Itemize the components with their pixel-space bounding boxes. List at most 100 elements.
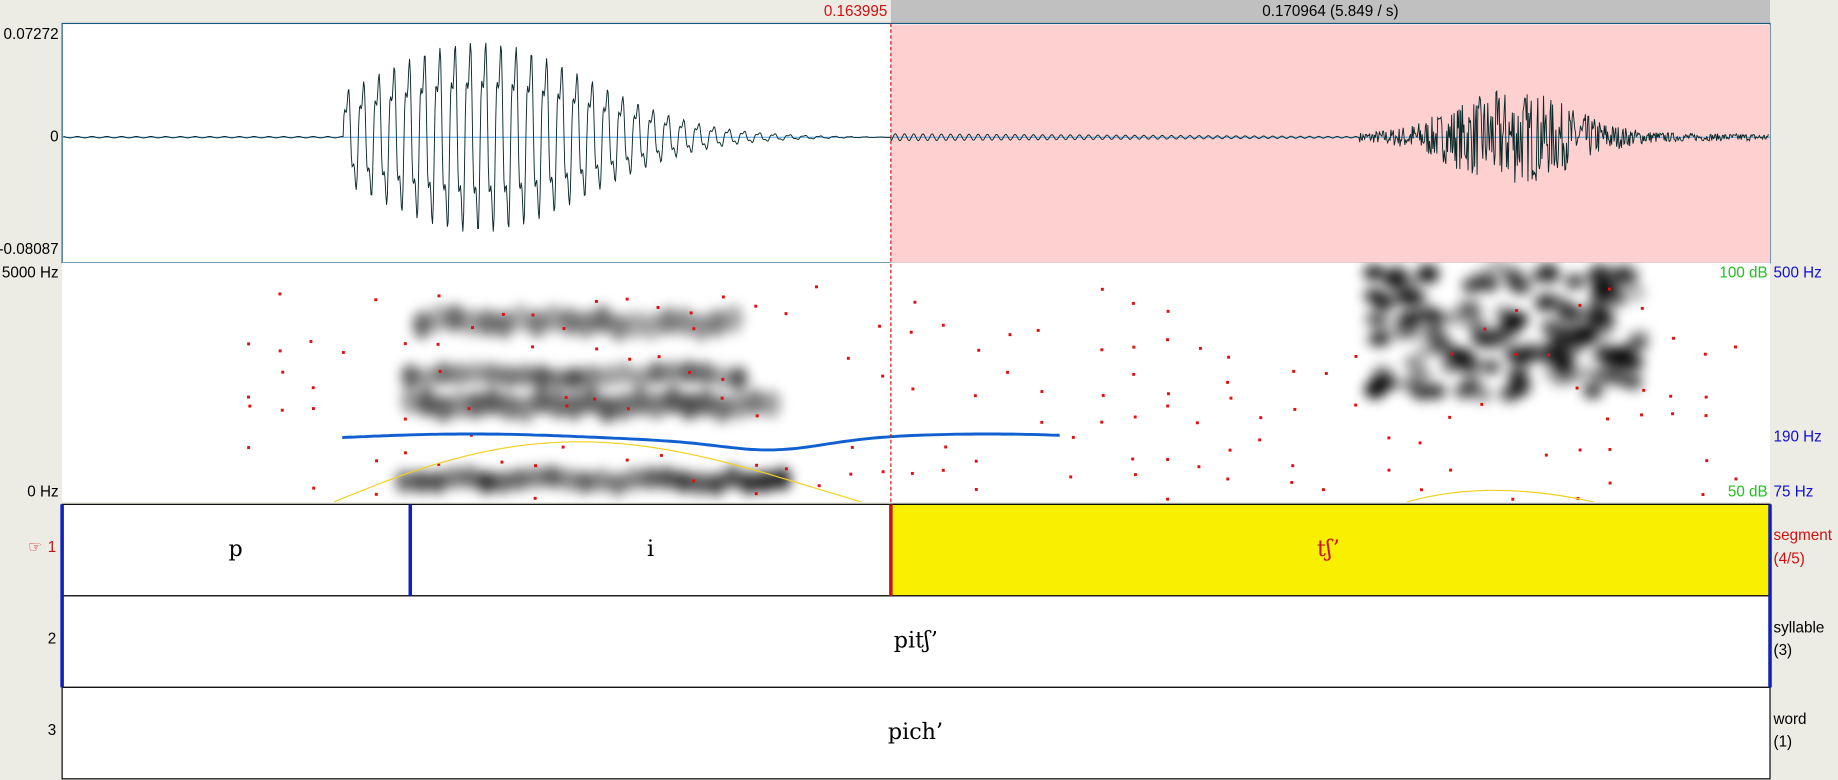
energy-blob [597,395,617,424]
formant-dot [374,298,378,302]
energy-blob [1364,331,1386,348]
energy-blob [657,466,677,490]
formant-dot [1419,488,1423,492]
tier-name: syllable [1774,620,1825,637]
formant-dot [878,324,881,328]
energy-blob [466,390,486,420]
energy-blob [712,394,732,423]
formant-dot [721,295,725,299]
intensity-bottom: 50 dB [1728,484,1768,501]
formant-dot [1134,473,1137,477]
tier-count: (3) [1774,642,1793,659]
formant-dot [1040,420,1044,424]
formant-dot [755,414,759,418]
energy-blob [395,469,414,494]
spectrogram-energy [395,262,1651,497]
formant-dot [689,311,693,315]
energy-blob [1370,313,1392,330]
energy-blob [1364,264,1386,281]
energy-blob [1564,273,1586,290]
pitch-bottom: 75 Hz [1774,484,1814,501]
energy-blob [400,364,420,388]
formant-dot [1511,497,1515,501]
formant-dot [1734,345,1737,349]
formant-dot [1703,352,1707,356]
formant-dot [531,345,535,349]
formant-dot [881,470,885,474]
energy-blob [509,467,529,492]
formant-dot [248,404,252,408]
formant-dot [1547,353,1551,357]
formant-dot [1131,301,1135,305]
energy-blob [745,388,765,417]
formant-dot [1669,394,1673,398]
energy-blob [511,303,530,333]
formant-dot [1480,402,1484,406]
energy-blob [1391,323,1413,341]
tier-number[interactable]: 2 [48,630,56,647]
formant-dot [1226,477,1230,481]
formant-dot [1608,287,1611,291]
formant-dot [755,463,759,467]
formant-dot [754,304,758,308]
energy-blob [772,467,792,491]
formant-dot [913,300,917,304]
formant-dot [1321,488,1325,492]
formant-dot [1100,287,1104,291]
formant-dot [1229,396,1233,400]
formant-dot [1258,438,1262,442]
energy-blob [527,309,547,338]
energy-blob [642,312,662,341]
energy-blob [696,388,716,417]
tier-number[interactable]: 1 [48,539,56,556]
tier-count: (4/5) [1774,551,1805,568]
tier-3[interactable] [61,686,1771,780]
energy-blob [515,364,535,388]
energy-blob [482,362,502,386]
selection-duration-bar[interactable] [890,0,1771,24]
energy-blob [729,391,748,420]
energy-blob [499,392,519,421]
energy-blob [1395,289,1417,307]
energy-blob [1387,264,1409,282]
formant-dot [1483,327,1487,331]
formant-dot [1069,475,1073,479]
formant-dot [721,377,725,381]
formant-dot [1197,465,1201,469]
energy-blob [1582,382,1604,400]
energy-blob [1494,305,1516,322]
formant-dot [849,472,853,476]
tier-name: segment [1774,527,1833,544]
energy-blob [1472,323,1494,340]
interval-label: pitʃʼ [894,628,937,654]
tier-2[interactable] [61,595,1771,688]
energy-blob [564,366,584,391]
energy-blob [532,364,551,389]
energy-blob [1600,353,1622,370]
energy-blob [1591,278,1613,296]
formant-dot [593,397,597,401]
formant-dot [1704,414,1708,418]
selected-interval[interactable] [890,503,1771,597]
formant-dot [974,487,978,491]
energy-blob [1480,358,1502,376]
formant-dot [1198,346,1202,350]
energy-blob [532,386,551,415]
formant-dot [1100,420,1104,424]
formant-dot [247,342,251,346]
tier-number[interactable]: 3 [48,722,56,739]
energy-blob [548,367,568,392]
formant-dot [1640,306,1644,310]
formant-dot [1290,480,1294,484]
formant-dot [403,451,407,455]
energy-blob [1540,267,1562,285]
formant-dot [1450,352,1454,356]
energy-blob [724,304,744,333]
formant-dot [500,460,504,464]
energy-blob [460,465,480,490]
intensity-curve [1406,489,1595,503]
interval-label: pich’ [888,719,943,745]
formant-dot [974,459,978,463]
intensity-curve [333,441,862,503]
energy-blob [499,364,519,389]
